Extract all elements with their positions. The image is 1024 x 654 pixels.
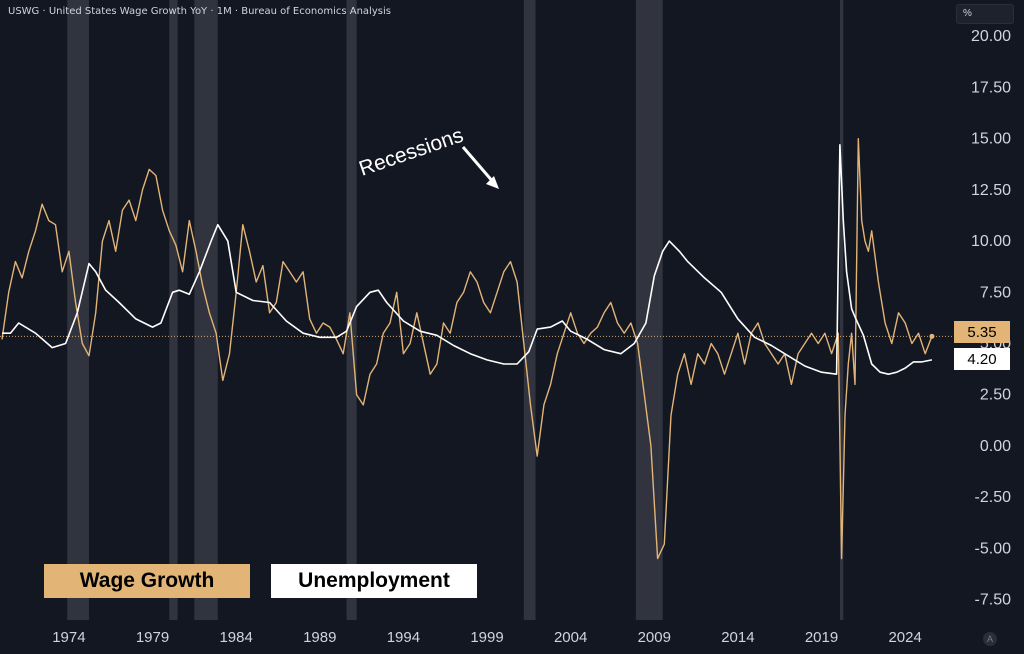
x-tick-label: 2014 — [721, 629, 754, 646]
y-tick-label: -2.50 — [975, 489, 1012, 506]
legend-wage-growth: Wage Growth — [44, 564, 250, 598]
y-tick-label: 20.00 — [971, 28, 1011, 45]
x-tick-label: 2024 — [888, 629, 921, 646]
recessions-arrow-head — [486, 176, 499, 189]
chart-header-title: USWG · United States Wage Growth YoY · 1… — [8, 6, 391, 17]
recession-band-6 — [839, 0, 844, 620]
wage-last-value-badge: 5.35 — [954, 321, 1010, 343]
x-tick-label: 2004 — [554, 629, 587, 646]
y-tick-label: 2.50 — [980, 387, 1011, 404]
x-tick-label: 2019 — [805, 629, 838, 646]
unit-selector-button[interactable]: % — [956, 4, 1014, 24]
y-tick-label: 7.50 — [980, 284, 1011, 301]
y-tick-label: 12.50 — [971, 182, 1011, 199]
recession-band-1 — [169, 0, 178, 620]
y-tick-label: -7.50 — [975, 592, 1012, 609]
recession-band-3 — [346, 0, 357, 620]
x-tick-label: 2009 — [638, 629, 671, 646]
wage-growth-series — [1, 138, 935, 560]
unemployment-series — [2, 144, 933, 375]
recession-band-2 — [194, 0, 218, 620]
y-tick-label: 17.50 — [971, 79, 1011, 96]
y-tick-label: -5.00 — [975, 540, 1012, 557]
x-tick-label: 1989 — [303, 629, 336, 646]
series-wage-line — [1, 138, 933, 560]
x-tick-label: 1999 — [470, 629, 503, 646]
series-unemp-line — [2, 144, 933, 375]
recession-bands — [67, 0, 844, 620]
x-tick-label: 1984 — [219, 629, 252, 646]
legend-unemployment: Unemployment — [271, 564, 477, 598]
auto-scale-button[interactable]: A — [983, 632, 997, 646]
wage-last-point — [929, 333, 935, 339]
unemployment-last-value-badge: 4.20 — [954, 348, 1010, 370]
recessions-annotation: Recessions — [356, 124, 499, 189]
recessions-arrow-shaft — [461, 146, 496, 184]
recession-band-5 — [635, 0, 663, 620]
recessions-annotation-text: Recessions — [356, 124, 466, 181]
x-axis-ticks: 1974 1979 1984 1989 1994 1999 2004 2009 2014 2019… — [52, 629, 922, 646]
y-tick-label: 15.00 — [971, 131, 1011, 148]
y-tick-label: 0.00 — [980, 438, 1011, 455]
x-tick-label: 1979 — [136, 629, 169, 646]
x-tick-label: 1974 — [52, 629, 85, 646]
y-axis-ticks: 20.0017.5015.0012.5010.007.505.002.500.0… — [971, 28, 1011, 608]
x-tick-label: 1994 — [387, 629, 420, 646]
recession-band-4 — [523, 0, 536, 620]
y-tick-label: 10.00 — [971, 233, 1011, 250]
